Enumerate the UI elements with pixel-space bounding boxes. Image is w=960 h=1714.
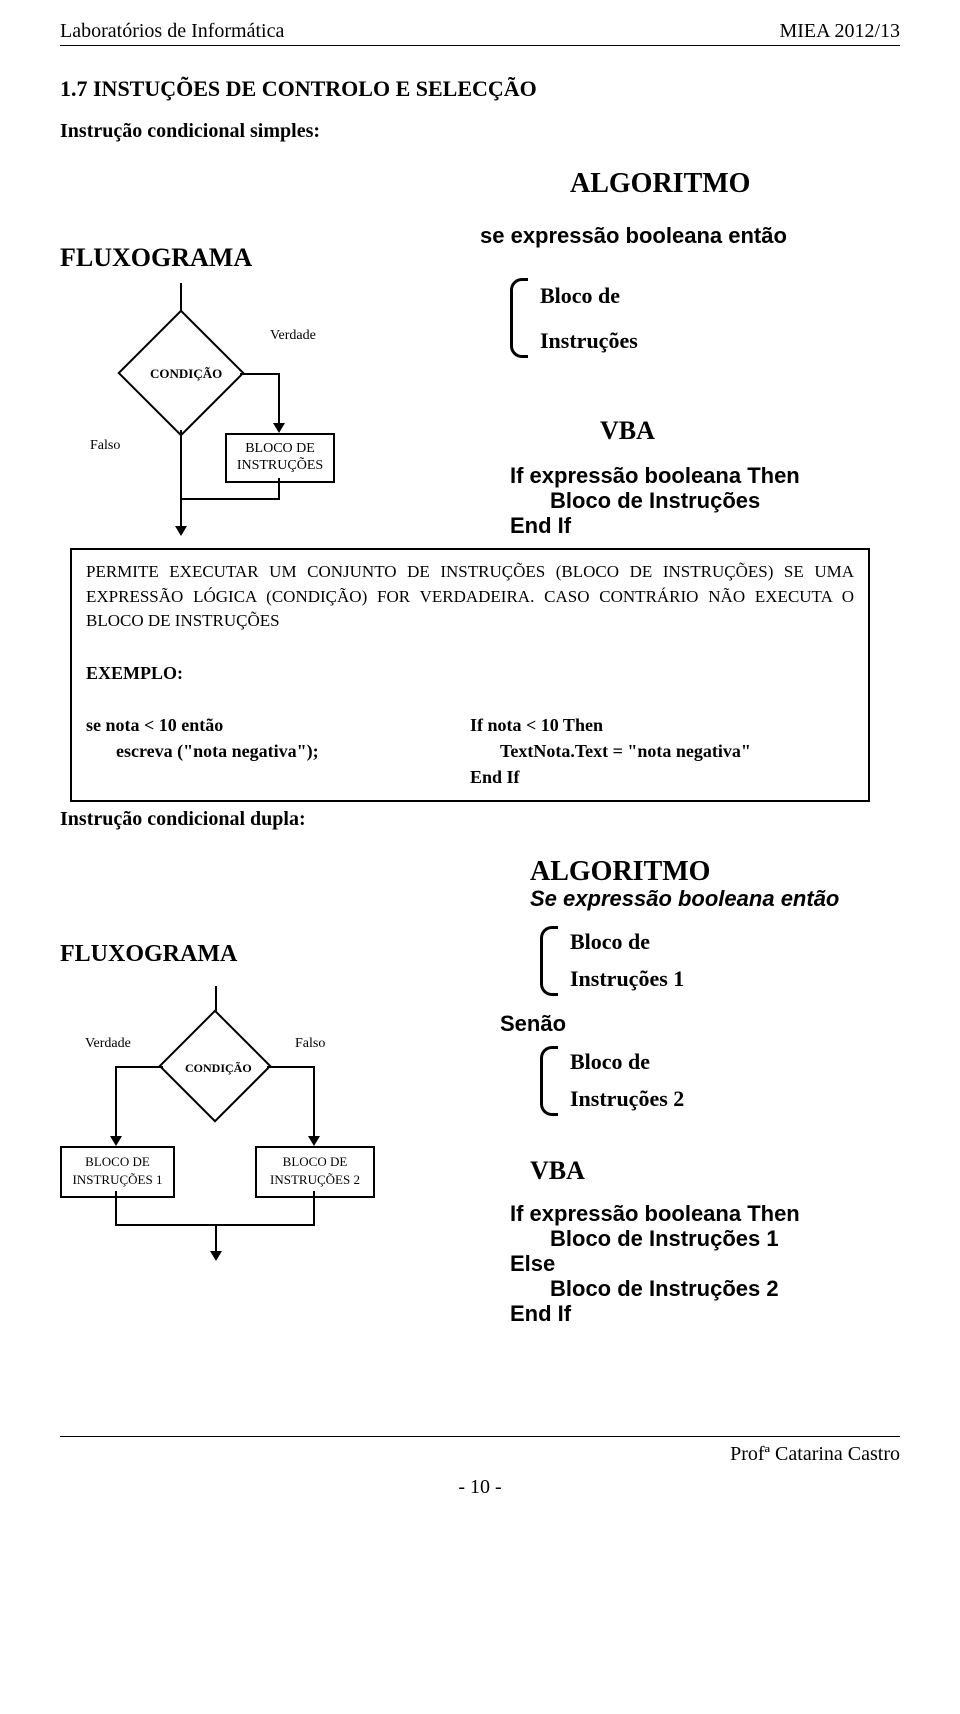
flow-line (313, 1066, 315, 1141)
algoritmo-label-2: ALGORITMO (530, 856, 710, 888)
d-vba4: Bloco de Instruções 2 (550, 1276, 779, 1302)
arrow-down-icon (110, 1136, 122, 1146)
flow-line (278, 478, 280, 500)
figure-dupla: ALGORITMO Se expressão booleana então Bl… (60, 856, 900, 1416)
fluxograma-label: FLUXOGRAMA (60, 243, 252, 273)
ex-right-3: End If (470, 764, 854, 790)
arrow-down-icon (273, 423, 285, 433)
block2-label: BLOCO DE INSTRUÇÕES 2 (270, 1154, 360, 1187)
flow-line (240, 373, 280, 375)
page-number: - 10 - (60, 1476, 900, 1499)
subtitle-simples: Instrução condicional simples: (60, 120, 900, 143)
flow-line (115, 1191, 117, 1226)
d-b1a: Bloco de (570, 929, 650, 955)
brace-line1: Bloco de (540, 283, 620, 309)
brace-icon (510, 278, 528, 358)
verdade-label-2: Verdade (85, 1036, 131, 1052)
d-b2b: Instruções 2 (570, 1086, 684, 1112)
flow-line (180, 498, 182, 528)
header-right: MIEA 2012/13 (779, 20, 900, 43)
flow-line (115, 1066, 163, 1068)
ex-right-1: If nota < 10 Then (470, 712, 854, 738)
info-box: PERMITE EXECUTAR UM CONJUNTO DE INSTRUÇÕ… (70, 548, 870, 802)
block1-box: BLOCO DE INSTRUÇÕES 1 (60, 1146, 175, 1198)
flow-line (278, 373, 280, 428)
section-title: 1.7 INSTUÇÕES DE CONTROLO E SELECÇÃO (60, 76, 900, 102)
condition-label-2: CONDIÇÃO (185, 1061, 252, 1076)
vba-label-2: VBA (530, 1156, 585, 1186)
vba-line2: Bloco de Instruções (550, 488, 760, 514)
flow-line (115, 1066, 117, 1141)
d-b1b: Instruções 1 (570, 966, 684, 992)
flow-line (267, 1066, 315, 1068)
algo-line: se expressão booleana então (480, 223, 787, 249)
block-box: BLOCO DE INSTRUÇÕES (225, 433, 335, 483)
block-label: BLOCO DE INSTRUÇÕES (237, 441, 323, 473)
vba-line3: End If (510, 513, 571, 539)
block2-box: BLOCO DE INSTRUÇÕES 2 (255, 1146, 375, 1198)
footer-author: Profª Catarina Castro (730, 1443, 900, 1466)
ex-left-1: se nota < 10 então (86, 712, 470, 738)
condition-label: CONDIÇÃO (150, 366, 222, 382)
brace-icon (540, 1046, 558, 1116)
falso-label-2: Falso (295, 1036, 325, 1052)
algo-line-2: Se expressão booleana então (530, 886, 839, 912)
flow-line (180, 498, 280, 500)
d-vba1: If expressão booleana Then (510, 1201, 800, 1227)
header-left: Laboratórios de Informática (60, 20, 284, 43)
arrow-down-icon (210, 1251, 222, 1261)
flow-line (313, 1191, 315, 1226)
senao-label: Senão (500, 1011, 566, 1037)
page-footer: Profª Catarina Castro (60, 1436, 900, 1466)
d-vba2: Bloco de Instruções 1 (550, 1226, 779, 1252)
flow-line (180, 430, 182, 500)
subtitle-dupla: Instrução condicional dupla: (60, 808, 900, 831)
fluxograma-label-2: FLUXOGRAMA (60, 941, 237, 968)
ex-right-2: TextNota.Text = "nota negativa" (470, 738, 854, 764)
flow-line (215, 1224, 217, 1254)
vba-label: VBA (600, 416, 655, 446)
brace-icon (540, 926, 558, 996)
figure-simples: ALGORITMO se expressão booleana então Bl… (60, 168, 900, 778)
brace-line2: Instruções (540, 328, 638, 354)
d-b2a: Bloco de (570, 1049, 650, 1075)
arrow-down-icon (308, 1136, 320, 1146)
arrow-down-icon (175, 526, 187, 536)
verdade-label: Verdade (270, 328, 316, 344)
exemplo-label: EXEMPLO: (86, 660, 854, 686)
algoritmo-label: ALGORITMO (570, 168, 750, 200)
d-vba3: Else (510, 1251, 555, 1277)
ex-left-2: escreva ("nota negativa"); (86, 738, 470, 764)
d-vba5: End If (510, 1301, 571, 1327)
falso-label: Falso (90, 438, 120, 454)
vba-line1: If expressão booleana Then (510, 463, 800, 489)
page-header: Laboratórios de Informática MIEA 2012/13 (60, 20, 900, 46)
info-paragraph: PERMITE EXECUTAR UM CONJUNTO DE INSTRUÇÕ… (86, 560, 854, 634)
block1-label: BLOCO DE INSTRUÇÕES 1 (73, 1154, 163, 1187)
